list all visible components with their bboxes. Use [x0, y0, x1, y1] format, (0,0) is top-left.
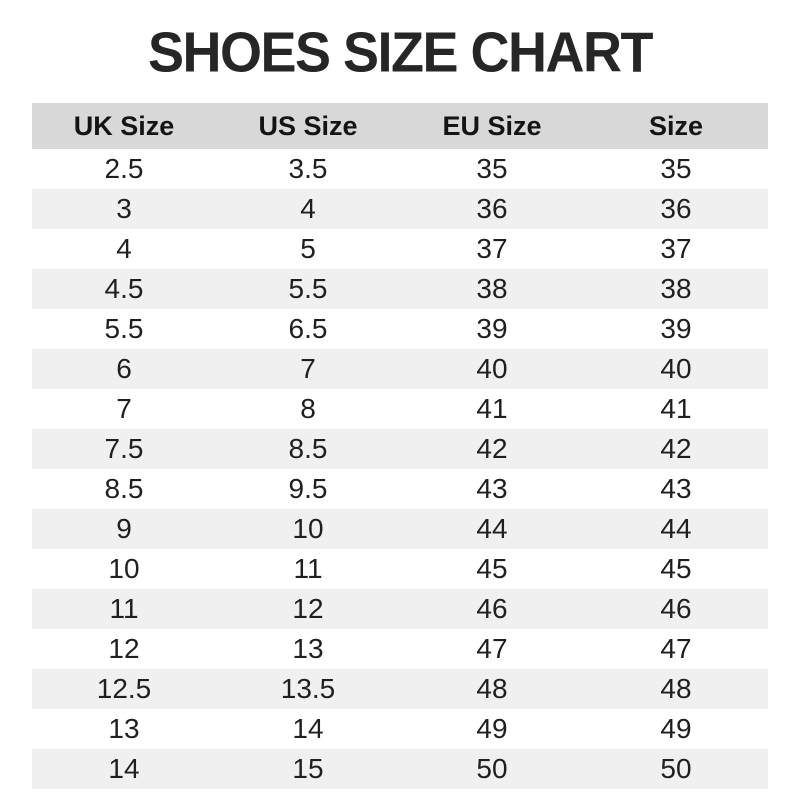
table-cell: 7 [116, 393, 132, 424]
table-cell: 10 [108, 553, 140, 584]
table-cell: 15 [292, 753, 324, 784]
table-cell: 49 [476, 713, 508, 744]
table-cell: 5.5 [288, 273, 328, 304]
table-row: 11 12 46 46 [32, 589, 768, 629]
table-cell: 7 [300, 353, 316, 384]
table-row: 10 11 45 45 [32, 549, 768, 589]
table-cell: 8 [300, 393, 316, 424]
table-row: 14 15 50 50 [32, 749, 768, 789]
page-title: SHOES SIZE CHART [147, 21, 654, 85]
table-cell: 9 [116, 513, 132, 544]
table-cell: 39 [660, 313, 692, 344]
table-cell: 5.5 [104, 313, 144, 344]
table-cell: 50 [660, 753, 692, 784]
table-cell: 40 [660, 353, 692, 384]
table-cell: 38 [476, 273, 508, 304]
table-cell: 47 [660, 633, 692, 664]
table-cell: 6 [116, 353, 132, 384]
table-cell: 35 [476, 153, 508, 184]
table-cell: 46 [660, 593, 692, 624]
table-cell: 42 [476, 433, 508, 464]
table-cell: 36 [476, 193, 508, 224]
table-cell: 8.5 [288, 433, 328, 464]
table-body: 2.5 3.5 35 35 3 4 36 36 4 5 37 37 4.5 5.5 38 38 5.5 6.5 39… [32, 149, 768, 789]
table-row: 12 13 47 47 [32, 629, 768, 669]
table-cell: 13.5 [280, 673, 336, 704]
table-row: 4 5 37 37 [32, 229, 768, 269]
table-cell: 12 [292, 593, 324, 624]
table-cell: 45 [660, 553, 692, 584]
table-row: 9 10 44 44 [32, 509, 768, 549]
table-cell: 7.5 [104, 433, 144, 464]
table-cell: 48 [660, 673, 692, 704]
table-cell: 43 [476, 473, 508, 504]
table-row: 7.5 8.5 42 42 [32, 429, 768, 469]
table-cell: 6.5 [288, 313, 328, 344]
table-cell: 4.5 [104, 273, 144, 304]
table-cell: 43 [660, 473, 692, 504]
table-row: 8.5 9.5 43 43 [32, 469, 768, 509]
table-cell: 12 [108, 633, 140, 664]
table-cell: 36 [660, 193, 692, 224]
table-cell: 3.5 [288, 153, 328, 184]
table-cell: 48 [476, 673, 508, 704]
table-cell: 42 [660, 433, 692, 464]
table-cell: 5 [300, 233, 316, 264]
table-cell: 44 [660, 513, 692, 544]
table-cell: 12.5 [96, 673, 152, 704]
table-header-row: UK Size US Size EU Size Size [32, 103, 768, 149]
table-cell: 13 [292, 633, 324, 664]
table-cell: 14 [108, 753, 140, 784]
shoe-size-chart-table: UK Size US Size EU Size Size 2.5 3.5 35 35 3 4 36… [32, 103, 768, 789]
table-cell: 11 [293, 553, 323, 584]
table-cell: 50 [476, 753, 508, 784]
table-row: 3 4 36 36 [32, 189, 768, 229]
table-header: UK Size US Size EU Size Size [32, 103, 768, 149]
table-cell: 49 [660, 713, 692, 744]
table-cell: 13 [108, 713, 140, 744]
table-cell: 41 [660, 393, 692, 424]
table-row: 4.5 5.5 38 38 [32, 269, 768, 309]
table-cell: 35 [660, 153, 692, 184]
table-row: 2.5 3.5 35 35 [32, 149, 768, 189]
table-cell: 44 [476, 513, 508, 544]
table-cell: 47 [476, 633, 508, 664]
table-row: 7 8 41 41 [32, 389, 768, 429]
table-cell: 39 [476, 313, 508, 344]
table-cell: 4 [116, 233, 132, 264]
table-cell: 11 [109, 593, 139, 624]
table-cell: 45 [476, 553, 508, 584]
table-cell: 10 [292, 513, 324, 544]
table-cell: 2.5 [104, 153, 144, 184]
table-cell: 40 [476, 353, 508, 384]
table-row: 5.5 6.5 39 39 [32, 309, 768, 349]
table-row: 6 7 40 40 [32, 349, 768, 389]
table-cell: 4 [300, 193, 316, 224]
table-cell: 41 [476, 393, 508, 424]
page: SHOES SIZE CHART UK Size US Size EU Size Si… [0, 21, 800, 800]
column-header-size: Size [584, 103, 768, 149]
table-cell: 37 [476, 233, 508, 264]
table-cell: 8.5 [104, 473, 144, 504]
column-header-eu-size: EU Size [400, 103, 584, 149]
table-row: 12.5 13.5 48 48 [32, 669, 768, 709]
column-header-us-size: US Size [216, 103, 400, 149]
table-cell: 46 [476, 593, 508, 624]
table-cell: 37 [660, 233, 692, 264]
column-header-uk-size: UK Size [32, 103, 216, 149]
table-cell: 38 [660, 273, 692, 304]
table-cell: 9.5 [288, 473, 328, 504]
table-row: 13 14 49 49 [32, 709, 768, 749]
table-cell: 3 [116, 193, 132, 224]
table-cell: 14 [292, 713, 324, 744]
